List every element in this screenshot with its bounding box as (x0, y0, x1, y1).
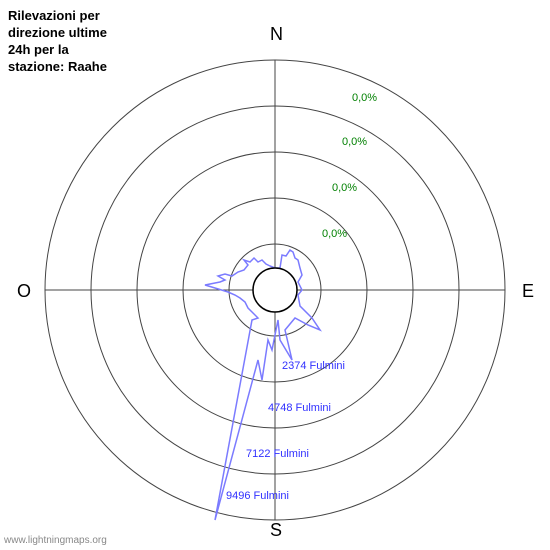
cardinal-w: O (17, 281, 31, 302)
lightning-label-3: 7122 Fulmini (246, 448, 309, 460)
cardinal-s: S (270, 520, 282, 541)
inner-hole (253, 268, 297, 312)
chart-title: Rilevazioni per direzione ultime 24h per… (8, 8, 128, 76)
ring-label-3: 0,0% (342, 136, 367, 148)
ring-label-1: 0,0% (322, 228, 347, 240)
ring-label-2: 0,0% (332, 182, 357, 194)
polar-chart (0, 0, 550, 550)
cardinal-e: E (522, 281, 534, 302)
lightning-label-2: 4748 Fulmini (268, 402, 331, 414)
cardinal-n: N (270, 24, 283, 45)
ring-label-4: 0,0% (352, 92, 377, 104)
credit-text: www.lightningmaps.org (4, 535, 107, 546)
lightning-label-1: 2374 Fulmini (282, 360, 345, 372)
lightning-label-4: 9496 Fulmini (226, 490, 289, 502)
